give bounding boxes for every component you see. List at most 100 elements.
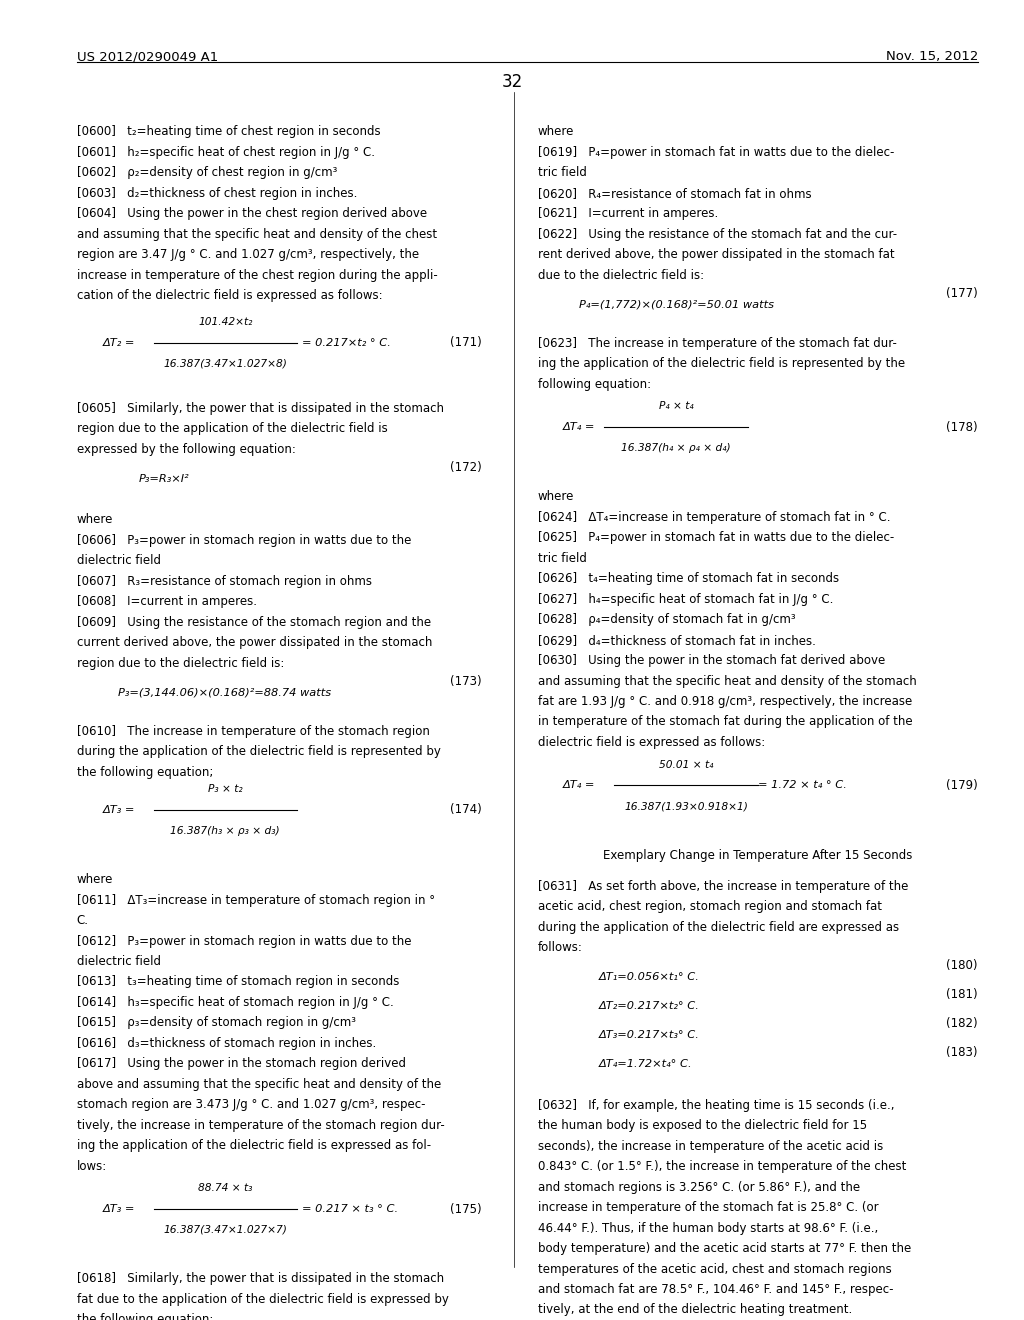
- Text: C.: C.: [77, 913, 89, 927]
- Text: [0606]   P₃=power in stomach region in watts due to the: [0606] P₃=power in stomach region in wat…: [77, 533, 412, 546]
- Text: and assuming that the specific heat and density of the chest: and assuming that the specific heat and …: [77, 227, 437, 240]
- Text: where: where: [77, 873, 114, 886]
- Text: dielectric field is expressed as follows:: dielectric field is expressed as follows…: [538, 735, 765, 748]
- Text: increase in temperature of the stomach fat is 25.8° C. (or: increase in temperature of the stomach f…: [538, 1201, 879, 1214]
- Text: ΔT₂ =: ΔT₂ =: [102, 338, 135, 347]
- Text: (182): (182): [946, 1018, 978, 1030]
- Text: [0626]   t₄=heating time of stomach fat in seconds: [0626] t₄=heating time of stomach fat in…: [538, 572, 839, 585]
- Text: the human body is exposed to the dielectric field for 15: the human body is exposed to the dielect…: [538, 1119, 866, 1133]
- Text: ΔT₂=0.217×t₂° C.: ΔT₂=0.217×t₂° C.: [599, 1001, 700, 1011]
- Text: tric field: tric field: [538, 552, 587, 565]
- Text: [0610]   The increase in temperature of the stomach region: [0610] The increase in temperature of th…: [77, 725, 430, 738]
- Text: 16.387(h₃ × ρ₃ × d₃): 16.387(h₃ × ρ₃ × d₃): [170, 825, 281, 836]
- Text: ΔT₃=0.217×t₃° C.: ΔT₃=0.217×t₃° C.: [599, 1030, 700, 1040]
- Text: [0631]   As set forth above, the increase in temperature of the: [0631] As set forth above, the increase …: [538, 879, 908, 892]
- Text: (183): (183): [946, 1047, 978, 1059]
- Text: dielectric field: dielectric field: [77, 954, 161, 968]
- Text: = 0.217 × t₃ ° C.: = 0.217 × t₃ ° C.: [302, 1204, 398, 1214]
- Text: Nov. 15, 2012: Nov. 15, 2012: [886, 50, 978, 63]
- Text: [0614]   h₃=specific heat of stomach region in J/g ° C.: [0614] h₃=specific heat of stomach regio…: [77, 995, 393, 1008]
- Text: [0621]   I=current in amperes.: [0621] I=current in amperes.: [538, 207, 718, 220]
- Text: [0613]   t₃=heating time of stomach region in seconds: [0613] t₃=heating time of stomach region…: [77, 975, 399, 989]
- Text: [0615]   ρ₃=density of stomach region in g/cm³: [0615] ρ₃=density of stomach region in g…: [77, 1016, 355, 1030]
- Text: 16.387(3.47×1.027×7): 16.387(3.47×1.027×7): [164, 1225, 287, 1236]
- Text: tric field: tric field: [538, 166, 587, 180]
- Text: body temperature) and the acetic acid starts at 77° F. then the: body temperature) and the acetic acid st…: [538, 1242, 911, 1255]
- Text: [0616]   d₃=thickness of stomach region in inches.: [0616] d₃=thickness of stomach region in…: [77, 1036, 376, 1049]
- Text: rent derived above, the power dissipated in the stomach fat: rent derived above, the power dissipated…: [538, 248, 894, 261]
- Text: 32: 32: [502, 73, 522, 91]
- Text: US 2012/0290049 A1: US 2012/0290049 A1: [77, 50, 218, 63]
- Text: above and assuming that the specific heat and density of the: above and assuming that the specific hea…: [77, 1077, 441, 1090]
- Text: fat due to the application of the dielectric field is expressed by: fat due to the application of the dielec…: [77, 1292, 449, 1305]
- Text: Exemplary Change in Temperature After 15 Seconds: Exemplary Change in Temperature After 15…: [603, 849, 912, 862]
- Text: [0625]   P₄=power in stomach fat in watts due to the dielec-: [0625] P₄=power in stomach fat in watts …: [538, 531, 894, 544]
- Text: lows:: lows:: [77, 1159, 108, 1172]
- Text: and assuming that the specific heat and density of the stomach: and assuming that the specific heat and …: [538, 675, 916, 688]
- Text: [0601]   h₂=specific heat of chest region in J/g ° C.: [0601] h₂=specific heat of chest region …: [77, 145, 375, 158]
- Text: P₃=R₃×I²: P₃=R₃×I²: [138, 474, 188, 484]
- Text: where: where: [538, 490, 574, 503]
- Text: and stomach regions is 3.256° C. (or 5.86° F.), and the: and stomach regions is 3.256° C. (or 5.8…: [538, 1180, 860, 1193]
- Text: during the application of the dielectric field is represented by: during the application of the dielectric…: [77, 744, 440, 758]
- Text: = 0.217×t₂ ° C.: = 0.217×t₂ ° C.: [302, 338, 391, 347]
- Text: the following equation;: the following equation;: [77, 766, 213, 779]
- Text: (179): (179): [946, 779, 978, 792]
- Text: P₄=(1,772)×(0.168)²=50.01 watts: P₄=(1,772)×(0.168)²=50.01 watts: [579, 300, 773, 310]
- Text: 88.74 × t₃: 88.74 × t₃: [198, 1183, 253, 1193]
- Text: during the application of the dielectric field are expressed as: during the application of the dielectric…: [538, 920, 899, 933]
- Text: P₃=(3,144.06)×(0.168)²=88.74 watts: P₃=(3,144.06)×(0.168)²=88.74 watts: [118, 688, 331, 698]
- Text: [0629]   d₄=thickness of stomach fat in inches.: [0629] d₄=thickness of stomach fat in in…: [538, 634, 815, 647]
- Text: [0618]   Similarly, the power that is dissipated in the stomach: [0618] Similarly, the power that is diss…: [77, 1272, 444, 1286]
- Text: [0627]   h₄=specific heat of stomach fat in J/g ° C.: [0627] h₄=specific heat of stomach fat i…: [538, 593, 833, 606]
- Text: [0611]   ΔT₃=increase in temperature of stomach region in °: [0611] ΔT₃=increase in temperature of st…: [77, 894, 435, 907]
- Text: where: where: [77, 513, 114, 527]
- Text: [0623]   The increase in temperature of the stomach fat dur-: [0623] The increase in temperature of th…: [538, 337, 896, 350]
- Text: [0603]   d₂=thickness of chest region in inches.: [0603] d₂=thickness of chest region in i…: [77, 186, 357, 199]
- Text: 16.387(1.93×0.918×1): 16.387(1.93×0.918×1): [625, 801, 748, 812]
- Text: [0609]   Using the resistance of the stomach region and the: [0609] Using the resistance of the stoma…: [77, 615, 431, 628]
- Text: region due to the application of the dielectric field is: region due to the application of the die…: [77, 422, 387, 436]
- Text: (175): (175): [450, 1203, 481, 1216]
- Text: (172): (172): [450, 461, 481, 474]
- Text: [0605]   Similarly, the power that is dissipated in the stomach: [0605] Similarly, the power that is diss…: [77, 401, 443, 414]
- Text: seconds), the increase in temperature of the acetic acid is: seconds), the increase in temperature of…: [538, 1139, 883, 1152]
- Text: (180): (180): [946, 960, 978, 972]
- Text: ing the application of the dielectric field is expressed as fol-: ing the application of the dielectric fi…: [77, 1139, 431, 1152]
- Text: [0622]   Using the resistance of the stomach fat and the cur-: [0622] Using the resistance of the stoma…: [538, 227, 897, 240]
- Text: acetic acid, chest region, stomach region and stomach fat: acetic acid, chest region, stomach regio…: [538, 900, 882, 913]
- Text: (174): (174): [450, 804, 481, 816]
- Text: ΔT₄ =: ΔT₄ =: [563, 780, 596, 791]
- Text: ΔT₃ =: ΔT₃ =: [102, 805, 135, 814]
- Text: due to the dielectric field is:: due to the dielectric field is:: [538, 268, 703, 281]
- Text: (171): (171): [450, 337, 481, 348]
- Text: [0608]   I=current in amperes.: [0608] I=current in amperes.: [77, 595, 257, 609]
- Text: [0620]   R₄=resistance of stomach fat in ohms: [0620] R₄=resistance of stomach fat in o…: [538, 186, 811, 199]
- Text: region due to the dielectric field is:: region due to the dielectric field is:: [77, 656, 285, 669]
- Text: 50.01 × t₄: 50.01 × t₄: [658, 759, 714, 770]
- Text: 16.387(3.47×1.027×8): 16.387(3.47×1.027×8): [164, 358, 287, 368]
- Text: current derived above, the power dissipated in the stomach: current derived above, the power dissipa…: [77, 636, 432, 649]
- Text: ΔT₁=0.056×t₁° C.: ΔT₁=0.056×t₁° C.: [599, 972, 700, 982]
- Text: [0607]   R₃=resistance of stomach region in ohms: [0607] R₃=resistance of stomach region i…: [77, 574, 372, 587]
- Text: ing the application of the dielectric field is represented by the: ing the application of the dielectric fi…: [538, 356, 905, 370]
- Text: cation of the dielectric field is expressed as follows:: cation of the dielectric field is expres…: [77, 289, 382, 302]
- Text: and stomach fat are 78.5° F., 104.46° F. and 145° F., respec-: and stomach fat are 78.5° F., 104.46° F.…: [538, 1283, 893, 1296]
- Text: [0617]   Using the power in the stomach region derived: [0617] Using the power in the stomach re…: [77, 1057, 406, 1071]
- Text: [0619]   P₄=power in stomach fat in watts due to the dielec-: [0619] P₄=power in stomach fat in watts …: [538, 145, 894, 158]
- Text: stomach region are 3.473 J/g ° C. and 1.027 g/cm³, respec-: stomach region are 3.473 J/g ° C. and 1.…: [77, 1098, 425, 1111]
- Text: region are 3.47 J/g ° C. and 1.027 g/cm³, respectively, the: region are 3.47 J/g ° C. and 1.027 g/cm³…: [77, 248, 419, 261]
- Text: [0628]   ρ₄=density of stomach fat in g/cm³: [0628] ρ₄=density of stomach fat in g/cm…: [538, 612, 796, 626]
- Text: 46.44° F.). Thus, if the human body starts at 98.6° F. (i.e.,: 46.44° F.). Thus, if the human body star…: [538, 1221, 878, 1234]
- Text: 0.843° C. (or 1.5° F.), the increase in temperature of the chest: 0.843° C. (or 1.5° F.), the increase in …: [538, 1160, 906, 1173]
- Text: [0624]   ΔT₄=increase in temperature of stomach fat in ° C.: [0624] ΔT₄=increase in temperature of st…: [538, 511, 890, 524]
- Text: ΔT₃ =: ΔT₃ =: [102, 1204, 135, 1214]
- Text: [0632]   If, for example, the heating time is 15 seconds (i.e.,: [0632] If, for example, the heating time…: [538, 1098, 894, 1111]
- Text: in temperature of the stomach fat during the application of the: in temperature of the stomach fat during…: [538, 715, 912, 729]
- Text: dielectric field: dielectric field: [77, 554, 161, 568]
- Text: tively, the increase in temperature of the stomach region dur-: tively, the increase in temperature of t…: [77, 1118, 444, 1131]
- Text: (177): (177): [946, 286, 978, 300]
- Text: 16.387(h₄ × ρ₄ × d₄): 16.387(h₄ × ρ₄ × d₄): [621, 442, 731, 453]
- Text: [0604]   Using the power in the chest region derived above: [0604] Using the power in the chest regi…: [77, 207, 427, 220]
- Text: follows:: follows:: [538, 941, 583, 954]
